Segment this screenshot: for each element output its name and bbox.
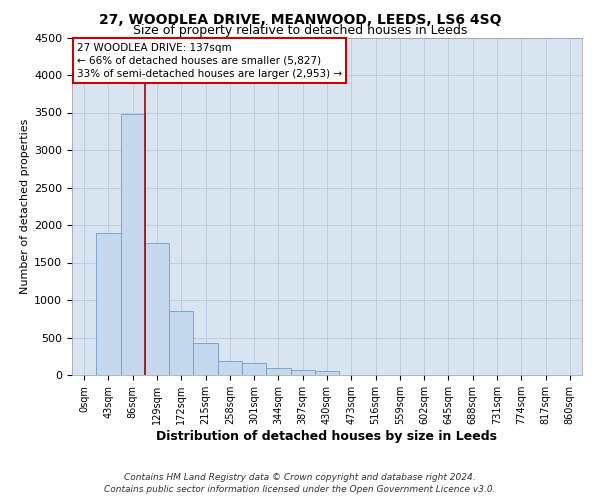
Bar	[121, 114, 145, 375]
Y-axis label: Number of detached properties: Number of detached properties	[20, 118, 30, 294]
Bar	[218, 361, 242, 375]
Bar	[315, 371, 339, 375]
Bar	[290, 370, 315, 375]
Bar	[96, 232, 121, 375]
X-axis label: Distribution of detached houses by size in Leeds: Distribution of detached houses by size …	[157, 430, 497, 442]
Bar	[242, 364, 266, 375]
Bar	[169, 310, 193, 375]
Text: 27, WOODLEA DRIVE, MEANWOOD, LEEDS, LS6 4SQ: 27, WOODLEA DRIVE, MEANWOOD, LEEDS, LS6 …	[99, 12, 501, 26]
Text: Contains HM Land Registry data © Crown copyright and database right 2024.
Contai: Contains HM Land Registry data © Crown c…	[104, 472, 496, 494]
Text: 27 WOODLEA DRIVE: 137sqm
← 66% of detached houses are smaller (5,827)
33% of sem: 27 WOODLEA DRIVE: 137sqm ← 66% of detach…	[77, 42, 342, 79]
Bar	[266, 368, 290, 375]
Bar	[193, 343, 218, 375]
Bar	[145, 243, 169, 375]
Text: Size of property relative to detached houses in Leeds: Size of property relative to detached ho…	[133, 24, 467, 37]
